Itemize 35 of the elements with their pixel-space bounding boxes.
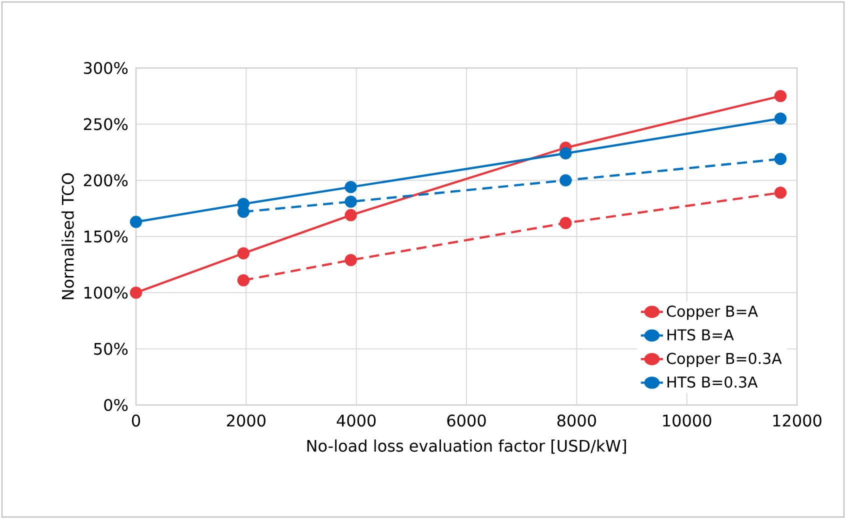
point [774, 186, 787, 199]
point [344, 180, 357, 194]
legend-label: Copper B=0.3A [666, 352, 782, 368]
y-tick-label: 250% [84, 118, 128, 130]
y-tick-label: 300% [84, 62, 128, 74]
x-tick-label: 10000 [663, 414, 712, 427]
x-tick-label: 12000 [773, 414, 822, 427]
point [560, 216, 572, 230]
y-tick-label: 0% [104, 398, 128, 412]
legend-label: Copper B=A [666, 306, 758, 320]
x-tick-label: 6000 [447, 414, 486, 427]
point [774, 90, 787, 102]
legend-label: HTS B=0.3A [668, 376, 758, 388]
point [344, 209, 357, 222]
legend-label: HTS B=A [668, 329, 734, 341]
y-tick-label: 150% [84, 230, 128, 243]
x-tick-label: 2000 [226, 414, 266, 427]
y-tick-label: 50% [94, 342, 128, 355]
point [344, 196, 357, 208]
point [237, 247, 250, 260]
x-tick-label: 4000 [336, 414, 376, 427]
point [774, 152, 787, 166]
point [774, 112, 787, 125]
y-tick-label: 200% [84, 174, 128, 186]
y-tick-label: 100% [84, 286, 128, 299]
point [560, 147, 572, 160]
point [130, 216, 142, 228]
point [237, 274, 250, 286]
point [344, 254, 357, 266]
x-tick-label: 8000 [557, 414, 596, 427]
x-axis-title: No-load loss evaluation factor [USD/kW] [307, 439, 626, 454]
point [130, 286, 142, 299]
x-tick-label: 0 [132, 414, 140, 427]
y-axis-title: Normalised TCO [62, 173, 74, 300]
point [560, 174, 572, 186]
